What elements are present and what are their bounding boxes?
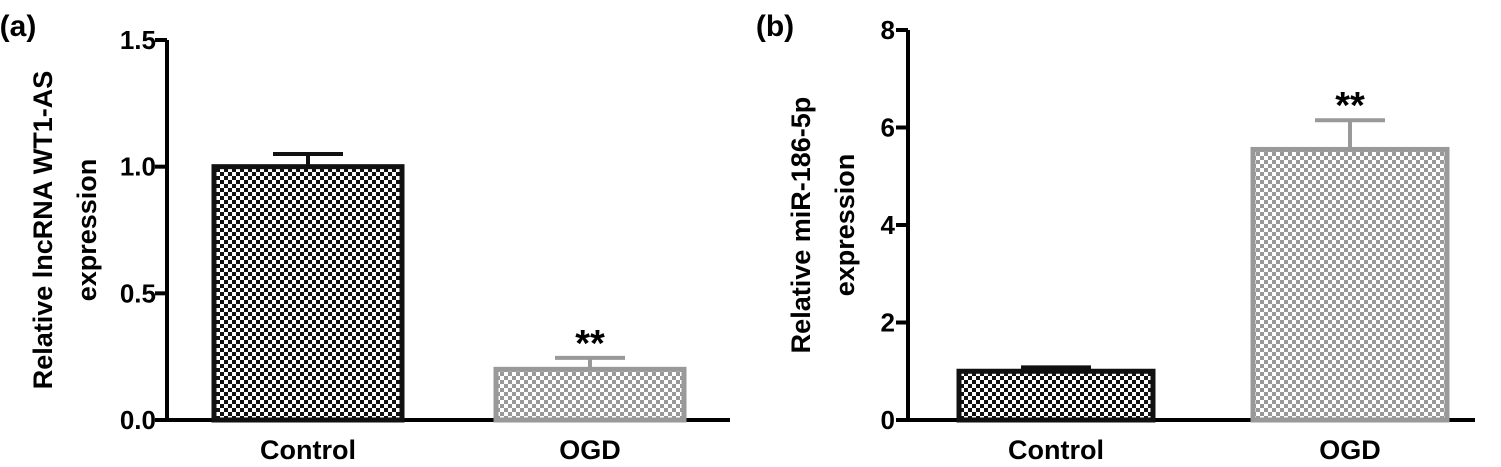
panel-b-y-axis-title-line: Relative miR-186-5p (786, 97, 816, 354)
panel-a-chart: (a) 0.0 0.5 1.0 1.5 Relative lncRNA WT1-AS exp… (0, 10, 730, 465)
panel-b-bar-control (956, 368, 1156, 423)
panel-b-y-tick-label: 6 (881, 113, 895, 143)
panel-b-x-tick-label: Control (1008, 435, 1104, 465)
panel-a-x-tick-label: Control (260, 435, 356, 465)
panel-a-bar-ogd (493, 366, 687, 423)
panel-b-y-tick-label: 8 (881, 15, 895, 45)
panel-b-y-tick-label: 4 (881, 210, 896, 240)
panel-a-y-axis-title-line: expression (72, 159, 102, 302)
panel-b-significance-label: ** (1335, 85, 1365, 127)
panel-b-y-tick-label: 0 (881, 405, 895, 435)
panel-b-y-axis-title-line: expression (830, 154, 860, 297)
panel-a-significance-label: ** (575, 323, 605, 365)
panel-b-y-tick-label: 2 (881, 308, 895, 338)
panel-b-chart: (b) 0 2 4 6 8 Relative miR-186-5p expression Con… (756, 10, 1475, 465)
panel-a-y-tick-label: 1.5 (120, 25, 156, 55)
panel-a-bar-control (211, 164, 405, 423)
panel-a-y-tick-label: 0.5 (120, 278, 156, 308)
panel-b-x-tick-label: OGD (1319, 435, 1381, 465)
panel-b-panel-label: (b) (756, 10, 794, 43)
panel-a-x-tick-label: OGD (559, 435, 621, 465)
panel-a-y-tick-label: 1.0 (120, 152, 156, 182)
panel-b-bar-ogd (1250, 146, 1450, 423)
panel-a-panel-label: (a) (0, 10, 36, 43)
panel-a-y-tick-label: 0.0 (120, 405, 156, 435)
panel-a-y-axis-title-line: Relative lncRNA WT1-AS (28, 71, 58, 390)
